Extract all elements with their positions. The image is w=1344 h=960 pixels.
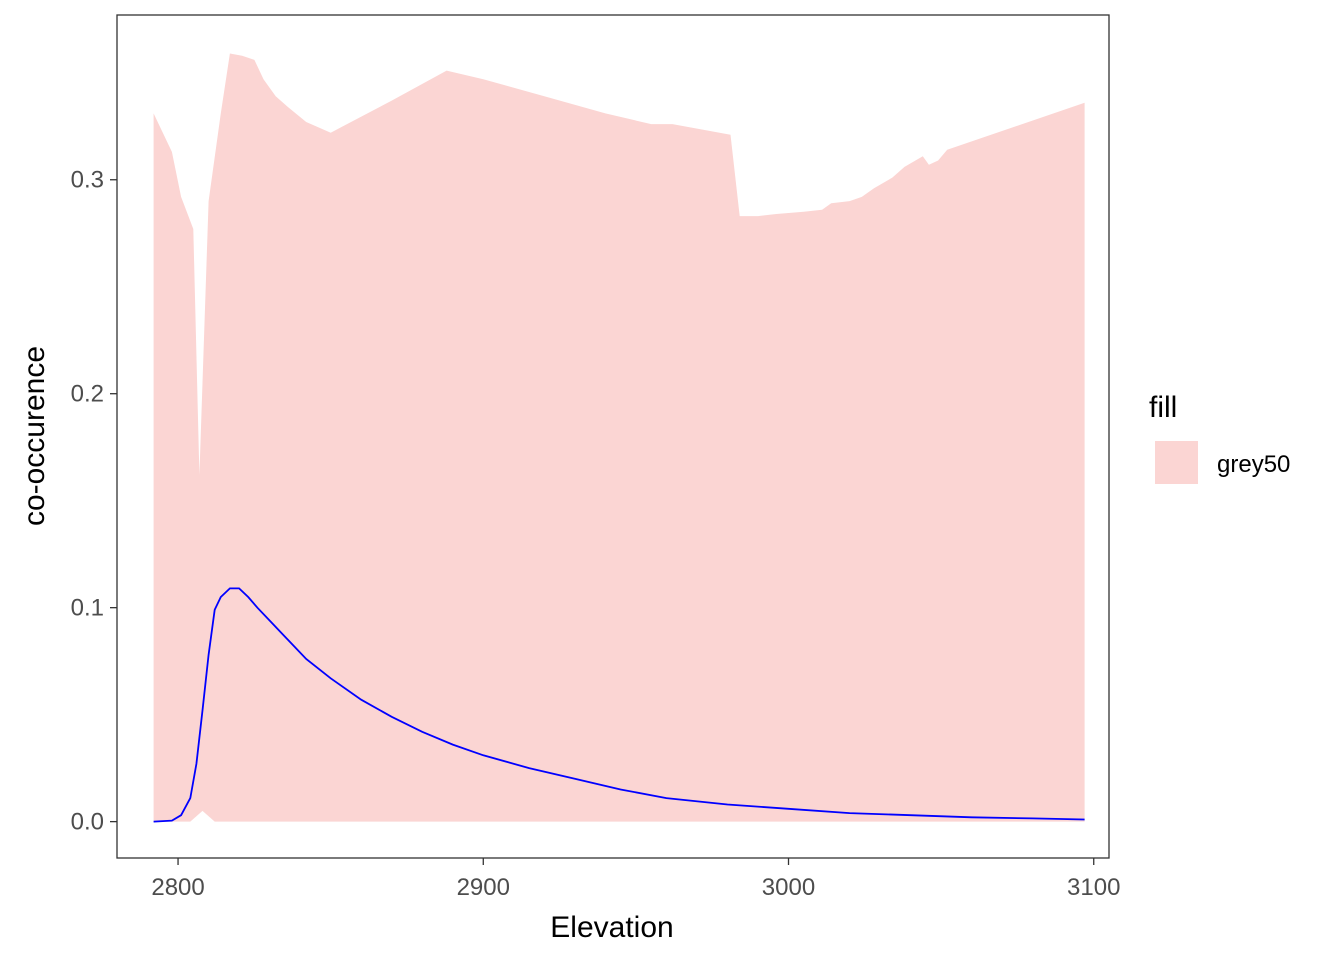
legend-label: grey50 <box>1217 451 1290 478</box>
x-tick-label: 2900 <box>457 874 510 901</box>
y-tick-label: 0.1 <box>71 595 104 622</box>
y-tick-label: 0.3 <box>71 167 104 194</box>
x-tick-label: 3000 <box>762 874 815 901</box>
x-tick-label: 3100 <box>1067 874 1120 901</box>
ribbon-area <box>153 53 1085 822</box>
panel-border <box>116 14 1110 859</box>
y-tick-label: 0.0 <box>71 809 104 836</box>
legend: fill grey50 <box>1149 391 1290 484</box>
x-axis-title: Elevation <box>550 911 673 944</box>
series-line <box>153 587 1085 823</box>
legend-title: fill <box>1149 391 1177 424</box>
x-tick-label: 2800 <box>151 874 204 901</box>
y-axis: 0.0 0.1 0.2 0.3 <box>71 167 117 836</box>
y-axis-title: co-occurence <box>18 346 51 526</box>
y-tick-label: 0.2 <box>71 381 104 408</box>
legend-key <box>1155 441 1198 484</box>
x-axis: 2800 2900 3000 3100 <box>151 858 1120 901</box>
plot-panel <box>116 14 1110 859</box>
